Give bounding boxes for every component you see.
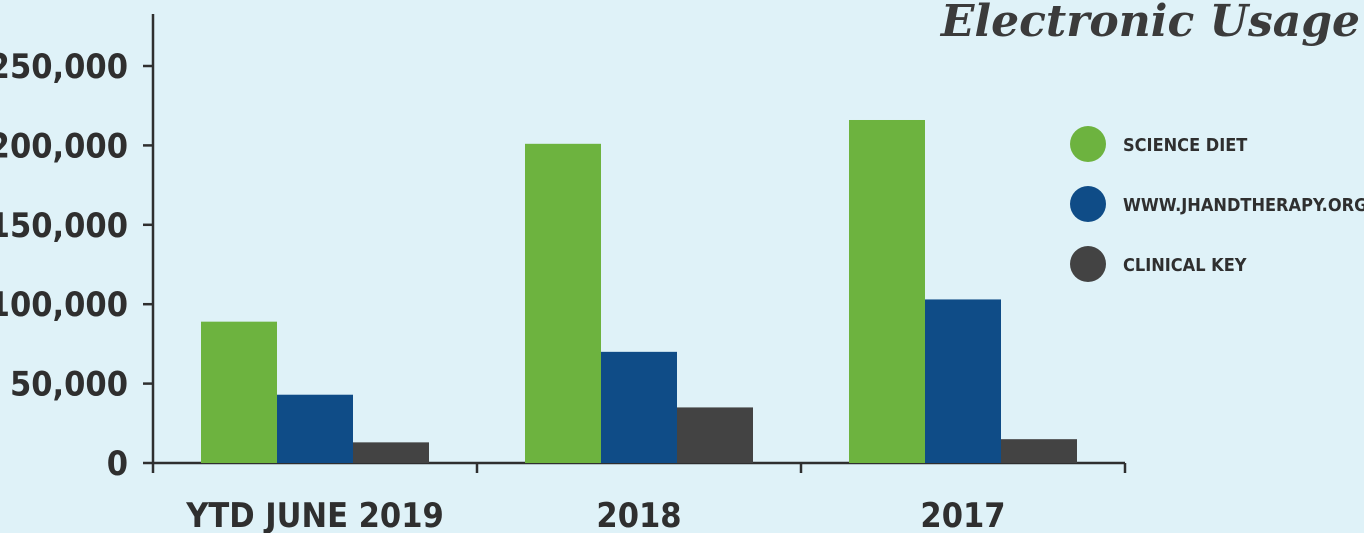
y-tick-label: 0 [107, 444, 128, 484]
bars [201, 119, 1077, 463]
chart-title: Electronic Usage [939, 0, 1360, 47]
legend-swatch [1070, 126, 1106, 162]
legend-label: SCIENCE DIET [1123, 135, 1247, 156]
legend: SCIENCE DIET WWW.JHANDTHERAPY.ORG CLINICAL… [1070, 126, 1364, 282]
bar [925, 299, 1001, 463]
x-tick-label: 2017 [920, 496, 1005, 533]
axes: 0 50,000 100,000 150,000 200,000 250,000 YTD J… [0, 14, 1127, 533]
bar [677, 407, 753, 463]
y-tick-label: 200,000 [0, 126, 128, 166]
x-tick-label: 2018 [596, 496, 681, 533]
x-tick-label: YTD JUNE 2019 [185, 496, 444, 533]
legend-label: CLINICAL KEY [1123, 255, 1247, 276]
y-tick-label: 150,000 [0, 206, 128, 246]
y-tick-label: 100,000 [0, 285, 128, 325]
bar [601, 351, 677, 463]
bar [353, 442, 429, 463]
y-tick-label: 50,000 [10, 365, 128, 405]
legend-swatch [1070, 246, 1106, 282]
bar [1001, 439, 1077, 463]
legend-swatch [1070, 186, 1106, 222]
bar [277, 394, 353, 463]
bar [525, 143, 601, 463]
legend-label: WWW.JHANDTHERAPY.ORG [1123, 195, 1364, 216]
y-tick-label: 250,000 [0, 47, 128, 87]
bar [201, 321, 277, 463]
bar [849, 119, 925, 463]
